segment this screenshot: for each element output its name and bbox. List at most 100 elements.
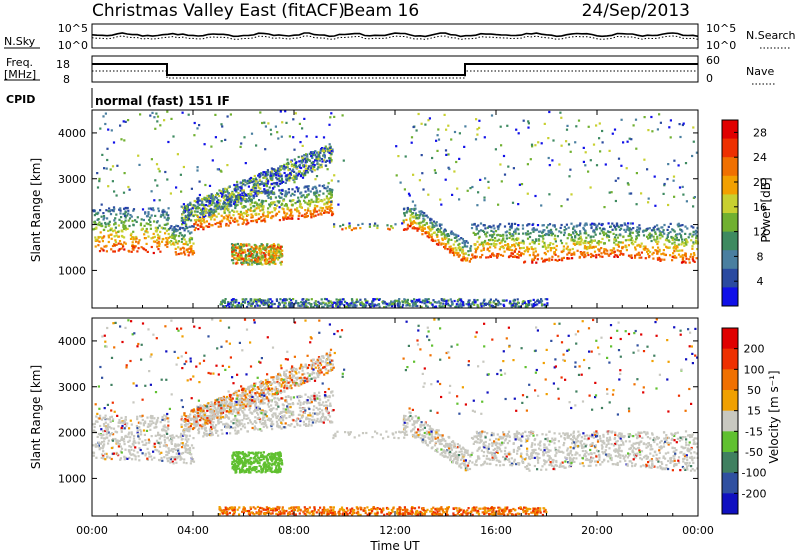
heatmap-cell [467,301,470,304]
heatmap-cell [479,222,483,225]
heatmap-cell [474,233,477,236]
heatmap-cell [428,117,431,120]
heatmap-cell [435,429,438,432]
power-xticks [91,110,699,308]
heatmap-cell [111,452,114,455]
heatmap-cell [582,251,585,254]
heatmap-cell [128,224,131,228]
heatmap-cell [260,180,263,183]
heatmap-cell [222,217,225,220]
heatmap-cell [312,160,315,164]
heatmap-cell [260,409,263,412]
heatmap-cell [489,298,492,301]
heatmap-cell [275,212,279,215]
heatmap-cell [531,258,534,261]
heatmap-cell [259,203,262,206]
heatmap-cell [244,162,247,165]
heatmap-cell [156,115,160,118]
heatmap-cell [241,182,244,185]
heatmap-cell [339,300,342,303]
heatmap-cell [262,252,265,255]
heatmap-cell [553,234,557,237]
heatmap-cell [500,144,503,147]
heatmap-cell [338,305,341,308]
heatmap-cell [361,305,364,308]
heatmap-cell [219,223,222,226]
heatmap-cell [209,196,212,199]
heatmap-cell [489,225,492,228]
heatmap-cell [284,166,287,169]
heatmap-cell [236,255,239,258]
heatmap-cell [423,299,426,302]
heatmap-cell [421,233,424,236]
heatmap-cell [288,174,291,177]
heatmap-cell [547,458,550,462]
heatmap-cell [460,304,463,308]
heatmap-cell [293,193,296,197]
heatmap-cell [234,198,237,201]
heatmap-cell [151,111,154,114]
heatmap-cell [695,234,698,238]
heatmap-cell [271,210,274,214]
heatmap-cell [673,238,676,241]
heatmap-cell [417,227,420,231]
heatmap-cell [390,300,393,303]
heatmap-cell [232,300,235,303]
heatmap-cell [257,174,260,177]
heatmap-cell [238,421,241,424]
heatmap-cell [510,302,513,305]
heatmap-cell [202,207,205,210]
heatmap-cell [660,439,663,443]
heatmap-cell [237,223,240,226]
heatmap-cell [120,138,123,141]
heatmap-cell [156,228,159,231]
heatmap-cell [626,226,629,229]
heatmap-cell [189,201,192,204]
heatmap-cell [289,160,292,163]
heatmap-cell [527,301,530,304]
heatmap-cell [231,252,234,255]
heatmap-cell [282,199,285,202]
heatmap-cell [242,219,246,222]
heatmap-cell [118,240,122,243]
heatmap-cell [483,241,486,244]
heatmap-cell [233,257,236,260]
heatmap-cell [260,243,263,246]
heatmap-cell [449,250,452,253]
heatmap-cell [252,256,255,259]
heatmap-cell [120,247,123,250]
heatmap-cell [262,245,265,248]
heatmap-cell [130,250,133,253]
heatmap-cell [385,305,388,308]
heatmap-cell [235,432,238,435]
heatmap-cell [149,114,152,117]
heatmap-cell [255,194,258,197]
heatmap-cell [331,305,334,308]
heatmap-cell [283,304,286,307]
heatmap-cell [540,298,543,301]
heatmap-cell [684,232,687,235]
heatmap-cell [627,222,630,225]
heatmap-cell [295,172,298,175]
heatmap-cell [119,242,122,245]
heatmap-cell [595,124,598,127]
heatmap-cell [444,229,447,232]
heatmap-cell [242,221,245,224]
heatmap-cell [179,248,182,251]
heatmap-cell [284,298,287,301]
heatmap-cell [534,304,537,307]
heatmap-cell [239,186,242,189]
power-axes [91,109,699,309]
heatmap-cell [536,434,539,437]
heatmap-cell [546,304,549,307]
heatmap-cell [662,249,665,252]
heatmap-cell [247,179,250,182]
heatmap-cell [291,305,294,308]
heatmap-cell [271,177,274,180]
heatmap-cell [213,218,216,221]
heatmap-cell [133,244,136,248]
heatmap-cell [430,239,433,242]
heatmap-cell [399,305,402,309]
heatmap-cell [376,226,379,230]
heatmap-cell [342,159,345,162]
